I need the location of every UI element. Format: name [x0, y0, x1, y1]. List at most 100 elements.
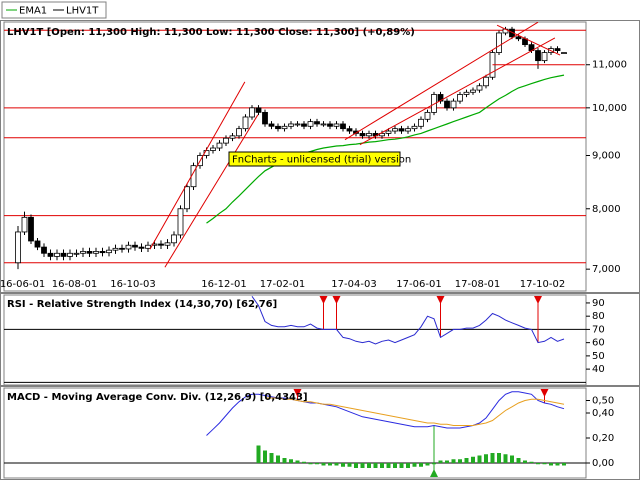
- histogram-bar: [269, 453, 274, 463]
- candle-body: [125, 244, 132, 250]
- candle-body: [236, 128, 242, 137]
- histogram-bar: [451, 459, 456, 463]
- candle-body: [366, 133, 372, 137]
- candle-body: [561, 52, 567, 54]
- candle-body: [216, 142, 223, 149]
- candle-body: [294, 123, 301, 126]
- candle-body: [327, 123, 333, 127]
- histogram-bar: [523, 460, 527, 463]
- histogram-bar: [510, 455, 514, 463]
- candle-body: [431, 94, 437, 113]
- histogram-bar: [464, 458, 469, 463]
- candle-body: [34, 240, 41, 248]
- candle-body: [346, 128, 353, 132]
- x-tick-label: 16-08-01: [52, 279, 97, 290]
- candle-body: [392, 128, 398, 132]
- x-tick-label: 16-10-03: [110, 279, 155, 290]
- candle-body: [60, 252, 67, 257]
- histogram-bar: [438, 460, 443, 463]
- trend-line: [149, 81, 246, 250]
- watermark-box: [228, 151, 401, 167]
- candle-body: [314, 121, 320, 125]
- candle-body: [112, 247, 119, 251]
- candle-body: [483, 76, 489, 87]
- histogram-bar: [516, 458, 521, 463]
- candle-body: [385, 130, 392, 134]
- histogram-bar: [289, 459, 293, 463]
- candle-body: [41, 246, 47, 254]
- candle-body: [132, 244, 138, 248]
- histogram-bar: [263, 450, 267, 463]
- trend-line: [496, 24, 561, 56]
- histogram-bar: [412, 463, 417, 467]
- candle-body: [28, 216, 34, 242]
- candle-body: [359, 133, 366, 137]
- candle-body: [470, 89, 476, 93]
- histogram-bar: [367, 463, 371, 468]
- histogram-bar: [308, 463, 313, 465]
- candle-body: [307, 121, 314, 127]
- candle-body: [164, 242, 171, 246]
- sell-signal: [540, 389, 549, 397]
- buy-signal: [430, 469, 438, 477]
- candle-body: [145, 244, 151, 249]
- histogram-bar: [425, 463, 430, 466]
- histogram-bar: [542, 463, 547, 465]
- histogram-bar: [321, 463, 326, 466]
- candle-body: [541, 52, 548, 62]
- indicator-line: [265, 397, 565, 426]
- histogram-bar: [490, 453, 495, 463]
- candle-body: [119, 247, 125, 250]
- candle-body: [535, 50, 541, 62]
- histogram-bar: [386, 463, 391, 468]
- y-tick-label: 0,00: [592, 458, 614, 469]
- y-tick-label: 90: [592, 298, 605, 309]
- histogram-bar: [477, 455, 482, 463]
- candle-body: [54, 252, 60, 257]
- panel-title: LHV1T [Open: 11,300 High: 11,300 Low: 11…: [7, 27, 415, 38]
- candle-body: [86, 251, 93, 254]
- candle-body: [184, 186, 190, 210]
- candle-body: [158, 243, 164, 246]
- candle-body: [333, 123, 340, 127]
- watermark: FnCharts - unlicensed (trial) version: [232, 155, 411, 166]
- indicator-line: [206, 391, 565, 436]
- candle-body: [450, 100, 457, 109]
- histogram-bar: [406, 463, 410, 468]
- histogram-bar: [419, 463, 423, 467]
- histogram-bar: [393, 463, 397, 468]
- ema-line: [206, 74, 565, 224]
- candle-body: [223, 137, 229, 144]
- histogram-bar: [484, 454, 488, 463]
- candle-body: [210, 147, 216, 151]
- sell-signal: [534, 296, 542, 304]
- histogram-bar: [549, 463, 553, 466]
- histogram-bar: [445, 460, 449, 463]
- candle-body: [99, 251, 106, 254]
- candle-body: [463, 91, 470, 95]
- histogram-bar: [399, 463, 404, 468]
- candle-body: [398, 128, 405, 132]
- y-tick-label: 50: [592, 351, 605, 362]
- plot-area: [3, 294, 587, 386]
- x-tick-label: 17-04-03: [331, 279, 376, 290]
- candle-body: [496, 32, 502, 53]
- histogram-bar: [360, 463, 365, 468]
- x-tick-label: 17-10-02: [520, 279, 565, 290]
- sell-signal: [293, 389, 302, 397]
- candle-body: [262, 111, 268, 125]
- histogram-bar: [380, 463, 384, 468]
- candle-body: [67, 252, 73, 257]
- sell-signal: [319, 296, 328, 304]
- candle-body: [268, 123, 275, 127]
- candle-body: [80, 251, 86, 254]
- candle-body: [93, 251, 99, 254]
- candle-body: [249, 107, 255, 118]
- candle-body: [411, 125, 418, 130]
- y-tick-label: 70: [592, 324, 605, 335]
- candle-body: [242, 116, 249, 130]
- histogram-bar: [471, 456, 475, 463]
- trend-line: [344, 22, 539, 141]
- histogram-bar: [315, 463, 319, 465]
